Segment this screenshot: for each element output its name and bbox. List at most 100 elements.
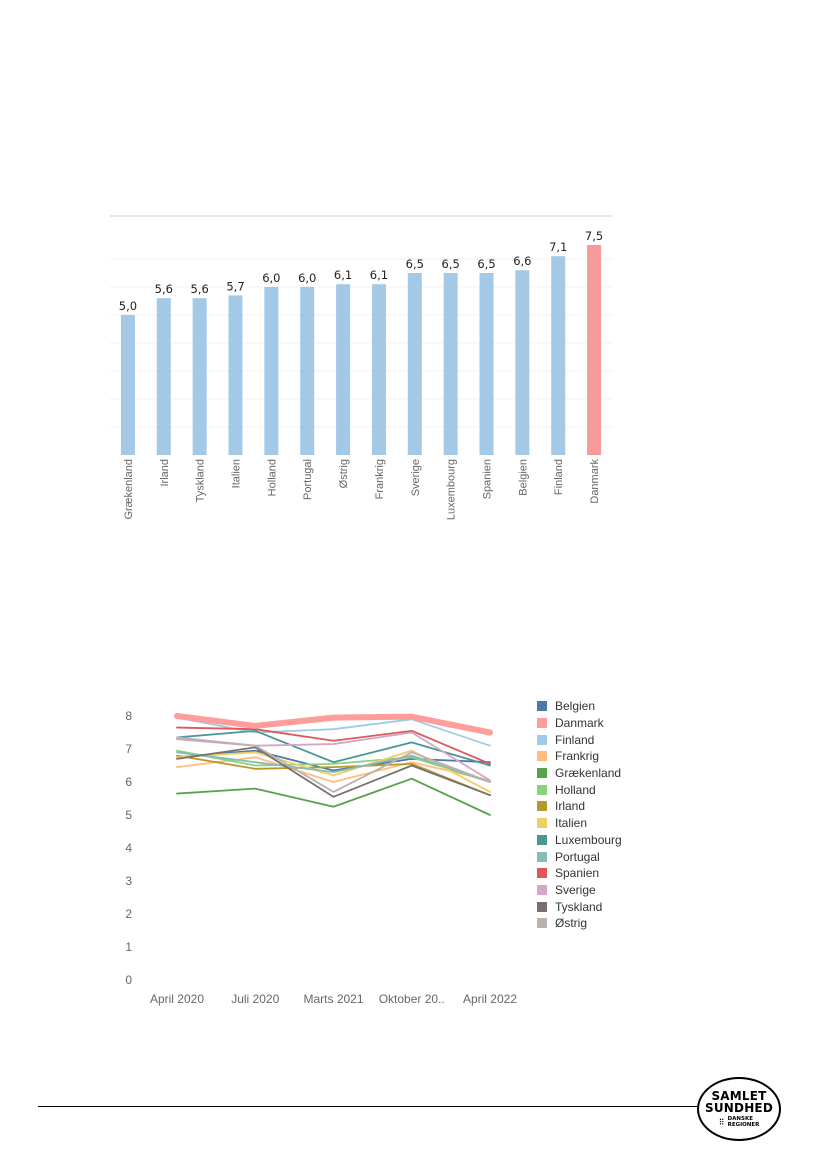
bar-13 <box>551 256 566 455</box>
line-luxembourg <box>176 729 491 767</box>
bar-category-label: Spanien <box>482 459 494 499</box>
bar-category-label: Finland <box>553 459 565 495</box>
bar-value-label: 5,6 <box>155 282 173 296</box>
legend-item: Italien <box>537 815 622 832</box>
footer-divider <box>38 1106 702 1107</box>
bar-9 <box>407 273 422 455</box>
legend-item: Holland <box>537 781 622 798</box>
line-danmark <box>174 713 493 736</box>
line-tyskland <box>176 746 491 798</box>
legend-swatch <box>537 868 547 879</box>
legend-swatch <box>537 718 547 729</box>
legend-swatch <box>537 901 547 912</box>
bar-value-label: 6,0 <box>298 271 316 285</box>
bar-category-label: Italien <box>231 459 243 488</box>
line-sverige <box>176 731 491 782</box>
bar-value-label: 6,1 <box>370 268 388 282</box>
y-tick-label: 8 <box>125 709 132 723</box>
legend-label: Italien <box>555 816 588 831</box>
logo-sub-1: DANSKE <box>727 1116 753 1122</box>
legend-swatch <box>537 884 547 895</box>
legend-swatch <box>537 834 547 845</box>
bar-category-label: Irland <box>159 459 171 487</box>
legend-label: Sverige <box>555 882 596 897</box>
legend-label: Irland <box>555 799 586 814</box>
bar-category-label: Holland <box>266 459 278 496</box>
bar-11 <box>479 273 494 455</box>
samlet-sundhed-logo: SAMLET SUNDHED ⠿ DANSKE REGIONER <box>697 1077 781 1141</box>
bar-12 <box>515 270 530 455</box>
legend-item: Østrig <box>537 915 622 932</box>
logo-danske-regioner: ⠿ DANSKE REGIONER <box>719 1116 760 1128</box>
x-tick-label: April 2022 <box>463 992 517 1006</box>
bar-category-label: Portugal <box>302 459 314 500</box>
legend-label: Grækenland <box>555 766 622 781</box>
y-tick-label: 7 <box>125 742 132 756</box>
bar-7 <box>336 284 351 455</box>
bar-category-label: Østrig <box>338 459 350 488</box>
legend-item: Tyskland <box>537 898 622 915</box>
bar-4 <box>228 295 243 455</box>
bar-value-label: 7,5 <box>585 229 603 243</box>
bar-2 <box>156 298 171 455</box>
legend-label: Portugal <box>555 849 600 864</box>
y-tick-label: 1 <box>125 940 132 954</box>
bar-value-label: 6,6 <box>513 254 531 268</box>
legend-item: Spanien <box>537 865 622 882</box>
legend-item: Luxembourg <box>537 832 622 849</box>
legend-swatch <box>537 818 547 829</box>
legend-label: Tyskland <box>555 899 603 914</box>
line-holland <box>176 749 491 783</box>
legend-swatch <box>537 701 547 712</box>
bar-value-label: 7,1 <box>549 240 567 254</box>
line-frankrig <box>176 756 491 783</box>
y-tick-label: 6 <box>125 775 132 789</box>
y-tick-label: 3 <box>125 874 132 888</box>
legend-label: Belgien <box>555 699 596 714</box>
logo-line-2: SUNDHED <box>705 1101 773 1115</box>
x-tick-label: Marts 2021 <box>303 992 363 1006</box>
legend-item: Frankrig <box>537 748 622 765</box>
line-spanien <box>176 726 491 765</box>
bar-value-label: 6,5 <box>441 257 459 271</box>
bar-chart: 5,0 Grækenland 5,6 Irland 5,6 Tyskland 5,7 Ital… <box>110 215 612 520</box>
bar-value-label: 6,5 <box>406 257 424 271</box>
bar-5 <box>264 287 279 455</box>
y-tick-label: 0 <box>125 973 132 987</box>
bar-value-label: 5,0 <box>119 299 137 313</box>
y-tick-label: 5 <box>125 808 132 822</box>
bar-8 <box>371 284 386 455</box>
y-tick-label: 4 <box>125 841 132 855</box>
bar-value-label: 5,7 <box>226 279 244 293</box>
legend-swatch <box>537 734 547 745</box>
legend-swatch <box>537 768 547 779</box>
legend-item: Sverige <box>537 882 622 899</box>
line-portugal <box>176 751 491 783</box>
bar-category-label: Sverige <box>410 459 422 496</box>
y-tick-label: 2 <box>125 907 132 921</box>
bar-3 <box>192 298 207 455</box>
line-østrig <box>176 738 491 793</box>
bar-value-label: 5,6 <box>190 282 208 296</box>
logo-sub-2: REGIONER <box>727 1122 760 1128</box>
line-chart-legend: Belgien Danmark Finland Frankrig Grækenland H… <box>537 698 622 932</box>
bar-value-label: 6,5 <box>477 257 495 271</box>
line-grækenland <box>176 777 491 816</box>
legend-label: Spanien <box>555 866 600 881</box>
x-tick-label: Juli 2020 <box>231 992 279 1006</box>
legend-label: Luxembourg <box>555 832 622 847</box>
x-tick-label: Oktober 20.. <box>379 992 445 1006</box>
legend-item: Belgien <box>537 698 622 715</box>
legend-swatch <box>537 851 547 862</box>
bar-category-label: Frankrig <box>374 459 386 499</box>
bar-category-label: Tyskland <box>195 459 207 502</box>
legend-swatch <box>537 918 547 929</box>
legend-item: Portugal <box>537 848 622 865</box>
logo-line-1: SAMLET <box>711 1089 767 1103</box>
legend-label: Danmark <box>555 716 604 731</box>
bar-category-label: Luxembourg <box>446 459 458 520</box>
regioner-dots-icon: ⠿ <box>718 1117 725 1127</box>
bar-category-label: Belgien <box>517 459 529 496</box>
bar-6 <box>300 287 315 455</box>
legend-item: Finland <box>537 731 622 748</box>
